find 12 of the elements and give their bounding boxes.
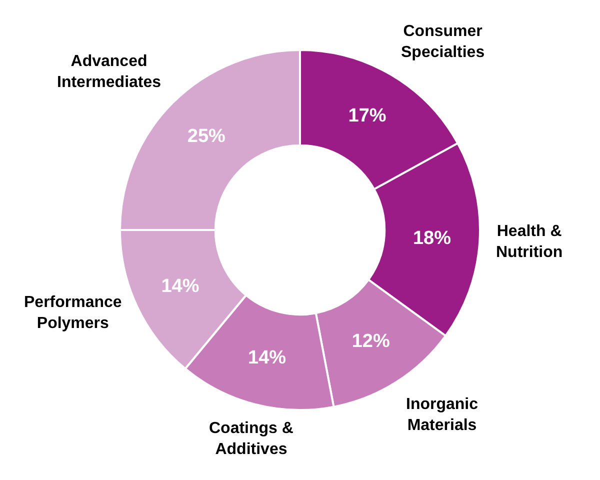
slice-label: Consumer Specialties [401,23,485,61]
data-label: 14% [248,348,286,369]
slice-label: Advanced Intermediates [57,53,162,91]
slice-label: Performance Polymers [24,294,122,332]
data-label: 18% [412,228,452,249]
data-label: 17% [348,106,386,127]
data-label: 25% [187,126,226,147]
data-label: 14% [161,276,200,297]
data-label: 12% [352,331,390,352]
slice-label: Coatings & Additives [209,420,294,458]
slice-label: Health & Nutrition [496,223,563,261]
slice-label: Inorganic Materials [406,396,478,434]
